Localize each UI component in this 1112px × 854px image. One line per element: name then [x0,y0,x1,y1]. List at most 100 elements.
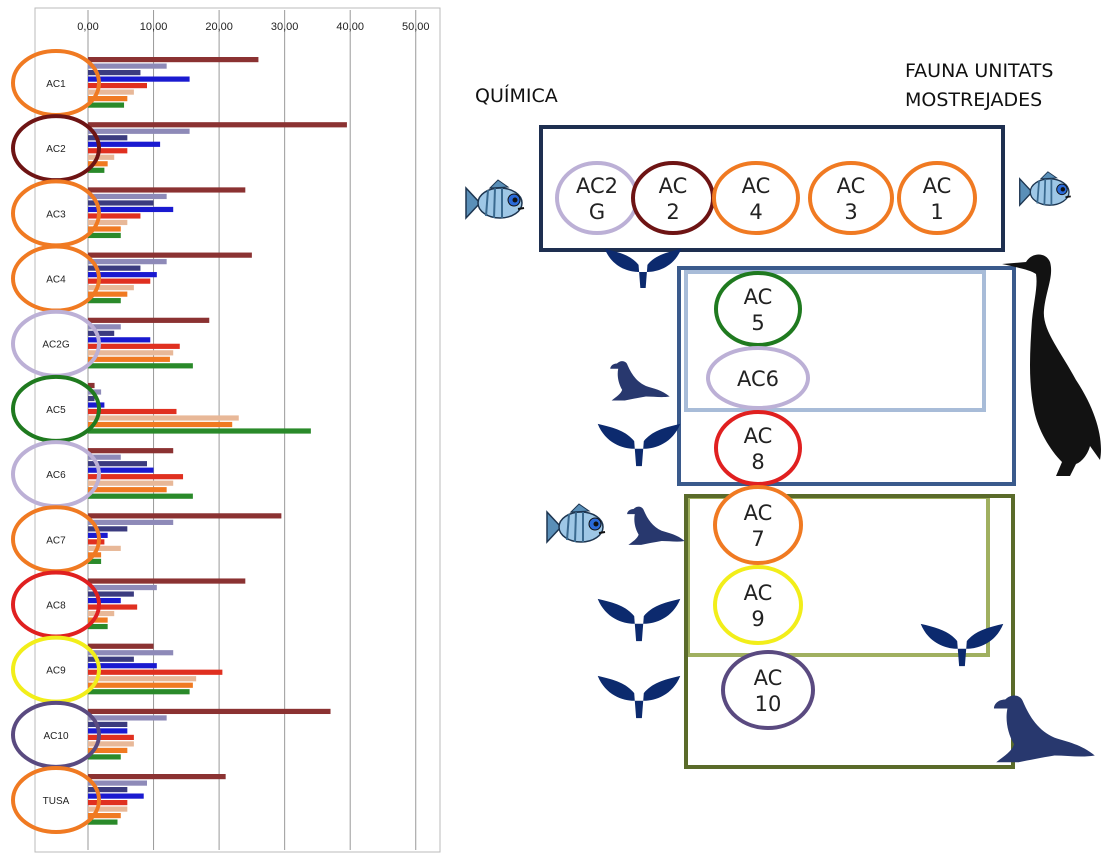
bar [88,689,190,695]
x-tick-label: 20,00 [205,21,233,33]
x-tick-label: 50,00 [402,21,430,33]
node-ring [897,161,977,235]
bar [88,128,190,134]
y-tick-label: AC6 [46,470,66,481]
bar [88,448,174,454]
bar [88,487,167,493]
bar [88,89,134,95]
bar [88,682,193,688]
bar [88,402,105,408]
bar [88,741,134,747]
bar [88,272,157,278]
bar [88,669,223,675]
node-label: AC [744,501,773,525]
bar [88,213,141,219]
node-label: 7 [751,527,764,551]
box [684,270,986,412]
node-label: G [589,200,605,224]
bar [88,493,193,499]
bar [88,102,125,108]
node-label: 3 [844,200,857,224]
node-label: AC2 [576,174,618,198]
bar [88,793,144,799]
bar [88,558,102,564]
bar [88,467,154,473]
node-ring [714,410,802,486]
node-ring [713,565,803,645]
bar [88,330,115,336]
seal-icon [993,695,1095,763]
y-tick-label: AC1 [46,79,66,90]
bar [88,813,121,819]
right-label: FAUNA UNITATS [905,60,1053,82]
bar [88,774,226,780]
node-label: 8 [751,450,764,474]
bar [88,715,167,721]
whale-tail-icon [597,423,681,467]
bar [88,604,138,610]
y-tick-label: AC4 [46,275,66,286]
left-label: QUÍMICA [475,84,558,107]
node-ring [713,485,803,565]
node-label: 2 [666,200,679,224]
whale-tail-icon [597,598,681,642]
bar [88,408,177,415]
seal-icon [610,361,670,401]
bar [88,415,239,421]
bar [88,135,128,141]
bar [88,676,197,682]
bar [88,154,115,160]
node-ring [714,271,802,347]
bar [88,800,128,806]
bar [88,513,282,519]
y-tick-label: AC2 [46,144,66,155]
bar [88,96,128,102]
node-label: 10 [755,692,782,716]
cormorant-icon [1002,254,1101,476]
y-tick-label: AC8 [46,600,66,611]
bar [88,57,259,63]
bar [88,461,147,467]
bar [88,70,141,76]
bar [88,317,210,323]
bar [88,708,331,715]
bar [88,148,128,154]
right-label: MOSTREJADES [905,89,1042,111]
bar [88,122,347,128]
y-tick-label: TUSA [43,796,70,807]
y-tick-label: AC10 [43,731,68,742]
bar [88,480,174,486]
bar [88,350,174,356]
bar [88,141,161,147]
bar [88,161,108,167]
node-label: 9 [751,607,764,631]
x-tick-label: 0,00 [77,21,98,33]
bar [88,734,134,741]
bar [88,428,311,434]
node-label: AC [744,285,773,309]
whale-tail-icon [920,623,1004,667]
node-label: 4 [749,200,762,224]
diagram-boxes [539,125,1016,769]
node-ring [712,161,800,235]
bar [88,278,151,284]
box [677,266,1016,486]
bar [88,819,118,825]
bar [88,806,128,812]
y-tick-label: AC3 [46,209,66,220]
bar [88,395,95,402]
bar [88,539,105,545]
x-tick-label: 30,00 [271,21,299,33]
bar [88,167,105,173]
bar [88,787,128,793]
bar [88,754,121,760]
bar [88,382,95,389]
bar [88,298,121,304]
node-label: AC [659,174,688,198]
bar [88,206,174,213]
node-label: 1 [930,200,943,224]
bar [88,83,147,89]
bar [88,623,108,630]
